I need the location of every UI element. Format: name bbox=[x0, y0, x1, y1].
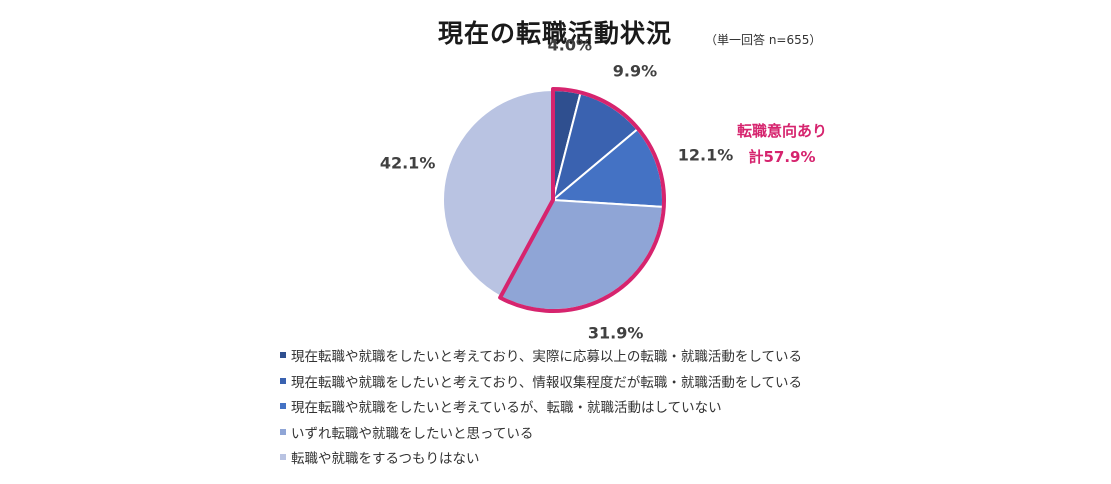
legend-item: 転職や就職をするつもりはない bbox=[280, 448, 802, 467]
legend-item: 現在転職や就職をしたいと考えているが、転職・就職活動はしていない bbox=[280, 397, 802, 416]
legend-label: 転職や就職をするつもりはない bbox=[291, 451, 480, 467]
legend-label: 現在転職や就職をしたいと考えているが、転職・就職活動はしていない bbox=[291, 400, 722, 416]
legend-swatch bbox=[280, 454, 286, 460]
legend-label: いずれ転職や就職をしたいと思っている bbox=[291, 425, 534, 442]
slice-value-label: 12.1% bbox=[677, 145, 734, 165]
slice-value-label: 4.0% bbox=[547, 35, 592, 55]
slice-value-label: 42.1% bbox=[379, 153, 436, 173]
chart-title: 現在の転職活動状況 bbox=[438, 19, 673, 48]
legend-item: 現在転職や就職をしたいと考えており、実際に応募以上の転職・就職活動をしている bbox=[280, 346, 802, 365]
intent-callout: 転職意向あり 計57.9% bbox=[737, 118, 827, 170]
pie-slice bbox=[442, 88, 554, 299]
legend-item: いずれ転職や就職をしたいと思っている bbox=[280, 423, 802, 442]
slice-value-label: 31.9% bbox=[587, 323, 644, 343]
legend-label: 現在転職や就職をしたいと考えており、実際に応募以上の転職・就職活動をしている bbox=[291, 349, 802, 365]
legend-swatch bbox=[280, 352, 286, 358]
legend-swatch bbox=[280, 428, 286, 435]
legend-item: 現在転職や就職をしたいと考えており、情報収集程度だが転職・就職活動をしている bbox=[280, 372, 802, 391]
legend-swatch bbox=[280, 403, 286, 409]
chart-subtitle: （単一回答 n=655） bbox=[705, 33, 822, 47]
intent-highlight-outline bbox=[498, 87, 666, 313]
legend: 現在転職や就職をしたいと考えており、実際に応募以上の転職・就職活動をしている 現在… bbox=[280, 346, 802, 474]
legend-label: 現在転職や就職をしたいと考えており、情報収集程度だが転職・就職活動をしている bbox=[291, 374, 802, 391]
legend-swatch bbox=[280, 377, 286, 384]
slice-value-label: 9.9% bbox=[612, 61, 658, 81]
callout-line-2: 計57.9% bbox=[748, 148, 816, 166]
callout-line-1: 転職意向あり bbox=[736, 122, 828, 140]
